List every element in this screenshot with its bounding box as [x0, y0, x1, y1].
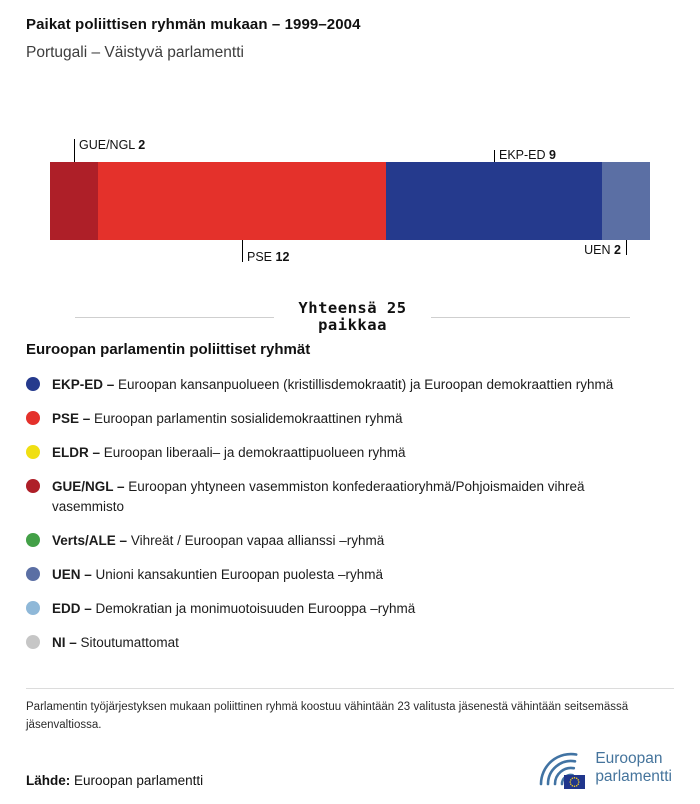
bar-label-uen-name: UEN [584, 243, 611, 257]
legend-text-guengl: GUE/NGL – Euroopan yhtyneen vasemmiston … [52, 477, 652, 516]
ep-logo: Euroopan parlamentti [521, 744, 672, 792]
ep-logo-text-line1: Euroopan [595, 749, 663, 767]
bar-label-ekped-value: 9 [549, 148, 556, 162]
ep-logo-text: Euroopan parlamentti [595, 750, 672, 787]
bar-segment-guengl [50, 162, 98, 240]
footnote: Parlamentin työjärjestyksen mukaan polii… [26, 688, 674, 735]
eu-flag-icon [564, 775, 586, 789]
legend-dot-uen [26, 566, 40, 581]
legend-item-edd: EDD – Demokratian ja monimuotoisuuden Eu… [26, 599, 676, 619]
bar-label-guengl-value: 2 [138, 138, 146, 152]
total-seats-line2: paikkaa [318, 316, 387, 335]
header: Paikat poliittisen ryhmän mukaan – 1999–… [26, 16, 361, 62]
legend-abbr: EDD – [52, 600, 92, 616]
bar-label-pse-name: PSE [247, 250, 273, 264]
total-seats-line1: Yhteensä 25 [298, 299, 407, 317]
legend-item-guengl: GUE/NGL – Euroopan yhtyneen vasemmiston … [26, 477, 676, 516]
bar-label-uen-value: 2 [614, 243, 621, 257]
stacked-bar-chart: GUE/NGL 2 EKP-ED 9 PSE 12 UEN 2 [0, 128, 700, 298]
legend-abbr: EKP-ED – [52, 377, 115, 392]
callout-line-guengl [74, 139, 75, 162]
legend-text-eldr: ELDR – Euroopan liberaali– ja demokraatt… [52, 443, 405, 463]
legend-title: Euroopan parlamentin poliittiset ryhmät [26, 341, 311, 358]
legend-item-vertsale: Verts/ALE – Vihreät / Euroopan vapaa all… [26, 531, 676, 551]
bar-label-ekped: EKP-ED 9 [499, 148, 556, 162]
legend-desc: Euroopan parlamentin sosialidemokraattin… [94, 411, 403, 427]
legend-abbr: NI – [52, 635, 77, 650]
callout-line-ekped [494, 150, 495, 162]
legend-dot-vertsale [26, 532, 40, 547]
legend-text-pse: PSE – Euroopan parlamentin sosialidemokr… [52, 409, 402, 429]
bar-label-ekped-name: EKP-ED [499, 148, 546, 162]
legend-desc: Demokratian ja monimuotoisuuden Eurooppa… [95, 600, 416, 616]
legend-item-ni: NI – Sitoutumattomat [26, 633, 676, 653]
total-seats-row: Yhteensä 25 paikkaa [75, 299, 630, 335]
page-title: Paikat poliittisen ryhmän mukaan – 1999–… [26, 16, 361, 33]
legend-desc: Sitoutumattomat [80, 635, 179, 650]
legend-text-uen: UEN – Unioni kansakuntien Euroopan puole… [52, 565, 383, 585]
bar-label-guengl-name: GUE/NGL [79, 138, 135, 152]
legend-dot-edd [26, 600, 40, 615]
ep-logo-mark [540, 752, 586, 789]
legend-text-vertsale: Verts/ALE – Vihreät / Euroopan vapaa all… [52, 531, 384, 551]
legend-dot-ekped [26, 377, 40, 391]
callout-line-pse [242, 240, 243, 262]
bar-label-pse: PSE 12 [247, 250, 289, 264]
legend-desc: Euroopan liberaali– ja demokraattipuolue… [103, 445, 406, 461]
total-seats-label: Yhteensä 25 paikkaa [274, 299, 430, 335]
legend-dot-ni [26, 635, 40, 649]
legend-item-uen: UEN – Unioni kansakuntien Euroopan puole… [26, 565, 676, 585]
bar-label-uen: UEN 2 [584, 243, 621, 257]
bar-segment-pse [98, 162, 386, 240]
source-line: Lähde: Euroopan parlamentti [26, 773, 203, 792]
bar-segment-uen [602, 162, 650, 240]
legend-text-ekped: EKP-ED – Euroopan kansanpuolueen (kristi… [52, 375, 613, 395]
ep-logo-text-line2: parlamentti [595, 768, 672, 785]
legend-text-edd: EDD – Demokratian ja monimuotoisuuden Eu… [52, 599, 415, 619]
legend: Euroopan parlamentin poliittiset ryhmät … [26, 341, 676, 667]
legend-desc: Unioni kansakuntien Euroopan puolesta –r… [95, 566, 383, 582]
legend-item-pse: PSE – Euroopan parlamentin sosialidemokr… [26, 409, 676, 429]
legend-abbr: ELDR – [52, 445, 101, 461]
legend-dot-eldr [26, 445, 40, 460]
source-label: Lähde: [26, 773, 71, 788]
divider-line-right [430, 316, 630, 318]
legend-abbr: GUE/NGL – [52, 479, 125, 495]
legend-abbr: PSE – [52, 411, 91, 427]
source-row: Lähde: Euroopan parlamentti [26, 742, 672, 792]
bar-label-pse-value: 12 [275, 250, 290, 264]
divider-line-left [75, 316, 275, 318]
bar-segment-ekped [386, 162, 602, 240]
legend-desc: Euroopan kansanpuolueen (kristillisdemok… [118, 377, 614, 392]
legend-abbr: UEN – [52, 566, 92, 582]
legend-desc: Euroopan yhtyneen vasemmiston konfederaa… [52, 479, 585, 514]
legend-item-ekped: EKP-ED – Euroopan kansanpuolueen (kristi… [26, 375, 676, 395]
callout-line-uen [626, 240, 627, 255]
legend-abbr: Verts/ALE – [52, 532, 128, 548]
legend-desc: Vihreät / Euroopan vapaa allianssi –ryhm… [130, 532, 385, 548]
page-subtitle: Portugali – Väistyvä parlamentti [26, 44, 244, 61]
stacked-bar [50, 162, 650, 240]
legend-dot-pse [26, 411, 40, 426]
legend-dot-guengl [26, 479, 40, 494]
source-value: Euroopan parlamentti [74, 773, 204, 788]
bar-label-guengl: GUE/NGL 2 [79, 138, 145, 152]
legend-item-eldr: ELDR – Euroopan liberaali– ja demokraatt… [26, 443, 676, 463]
legend-text-ni: NI – Sitoutumattomat [52, 633, 179, 653]
